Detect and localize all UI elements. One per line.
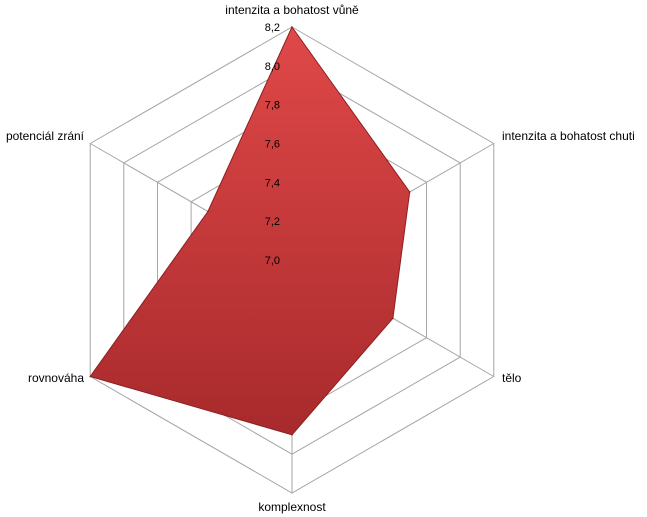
data-point	[291, 434, 293, 436]
tick-label: 8,2	[265, 22, 280, 34]
axis-labels: intenzita a bohatost vůně intenzita a boh…	[6, 3, 635, 514]
tick-label: 7,6	[265, 139, 280, 151]
tick-label: 7,0	[265, 255, 280, 267]
data-point	[408, 191, 411, 193]
tick-label: 8,0	[265, 61, 280, 73]
axis-label: potenciál zrání	[6, 129, 85, 143]
data-point	[207, 210, 209, 213]
tick-label: 7,8	[265, 100, 280, 112]
series-layer	[89, 26, 411, 436]
tick-labels: 7,0 7,2 7,4 7,6 7,8 8,0 8,2	[265, 22, 280, 267]
series-area	[89, 26, 411, 436]
data-point	[392, 317, 394, 320]
data-point	[89, 375, 91, 378]
axis-label: intenzita a bohatost vůně	[225, 3, 359, 17]
tick-label: 7,4	[265, 177, 280, 189]
axis-label: tělo	[502, 371, 522, 385]
data-point	[291, 26, 293, 28]
axis-label: komplexnost	[258, 500, 326, 514]
axis-label: intenzita a bohatost chuti	[502, 129, 635, 143]
tick-label: 7,2	[265, 216, 280, 228]
axis-label: rovnováha	[28, 371, 84, 385]
